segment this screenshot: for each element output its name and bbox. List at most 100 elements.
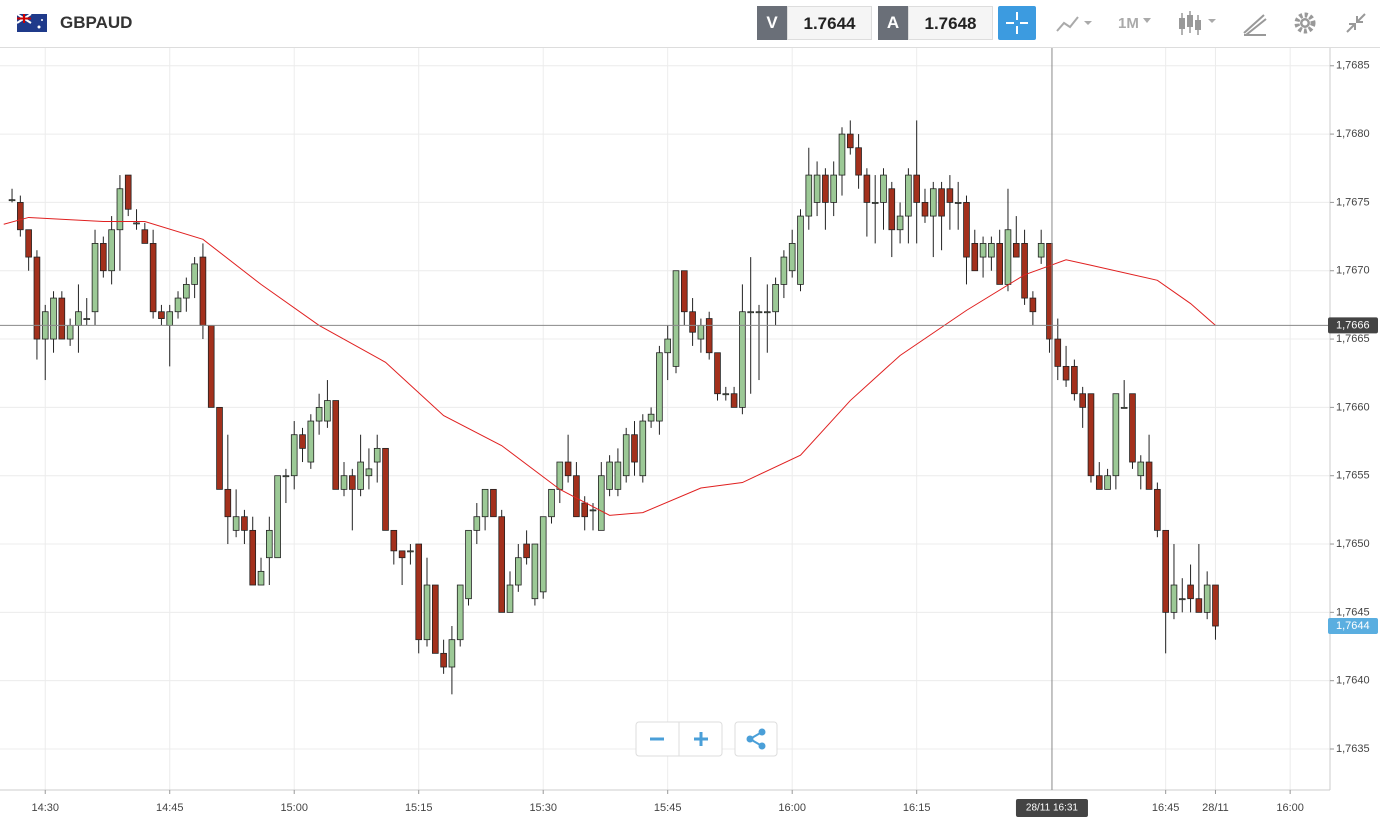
- chart: 1,7635 1,7640 1,7645 1,7650 1,7655 1,7660 1,76…: [0, 48, 1378, 817]
- candle-body: [282, 475, 290, 478]
- candle-body: [498, 516, 506, 613]
- candle-body: [1004, 229, 1012, 285]
- candle-body: [116, 188, 124, 231]
- candle-body: [672, 270, 680, 367]
- crosshair-button[interactable]: [998, 6, 1036, 40]
- candle-body: [921, 202, 929, 217]
- candle-body: [83, 318, 91, 320]
- x-tick-label: 28/11: [1202, 802, 1229, 814]
- y-tick-label: 1,7665: [1336, 333, 1370, 345]
- candle-body: [257, 570, 265, 586]
- candle-body: [1029, 297, 1037, 313]
- candle-body: [1095, 475, 1103, 490]
- candle-body: [963, 202, 970, 258]
- candle-body: [523, 543, 530, 559]
- candle-body: [830, 174, 837, 203]
- candle-body: [938, 188, 945, 217]
- candle-body: [896, 215, 904, 231]
- candle-body: [440, 652, 447, 668]
- toolbar: GBPAUD V 1.7644 A 1.7648 1M: [0, 0, 1380, 48]
- candle-body: [1071, 365, 1078, 395]
- y-tick-label: 1,7655: [1336, 470, 1370, 482]
- y-tick-label: 1,7650: [1336, 538, 1370, 550]
- candle-body: [954, 202, 962, 204]
- buy-price[interactable]: 1.7648: [908, 6, 993, 40]
- candle-body: [697, 324, 705, 340]
- candle-body: [66, 324, 74, 340]
- x-tick-label: 16:45: [1152, 802, 1180, 814]
- candle-body: [1079, 393, 1086, 408]
- candle-body: [515, 557, 522, 586]
- sell-price[interactable]: 1.7644: [787, 6, 872, 40]
- candle-body: [556, 461, 564, 490]
- settings-button[interactable]: [1292, 10, 1318, 36]
- candle-body: [539, 516, 547, 593]
- collapse-button[interactable]: [1343, 10, 1369, 36]
- candle-body: [1129, 393, 1136, 463]
- candle-body: [614, 461, 622, 490]
- candle-body: [822, 174, 829, 203]
- candle-body: [780, 256, 788, 285]
- candle-body: [714, 352, 721, 395]
- moving-average: [3, 216, 1216, 516]
- candle-body: [1195, 598, 1203, 613]
- candle-body: [747, 311, 754, 314]
- candle-body: [1054, 338, 1062, 367]
- candle-body: [349, 475, 356, 490]
- candle-body: [1212, 584, 1219, 627]
- candle-body: [946, 188, 954, 203]
- candle-body: [838, 133, 846, 176]
- candle-body: [564, 461, 572, 477]
- candle-body: [656, 352, 663, 422]
- candle-body: [183, 284, 190, 299]
- candle-body: [996, 243, 1003, 285]
- candle-body: [871, 202, 879, 204]
- flag-icon: [17, 14, 47, 32]
- y-tick-label: 1,7635: [1336, 743, 1370, 755]
- candle-body: [805, 174, 813, 217]
- candle-body: [581, 502, 589, 518]
- candle-body: [324, 400, 331, 422]
- candle-body: [880, 174, 887, 203]
- crosshair-y-label: 1,7666: [1336, 319, 1370, 331]
- candle-body: [241, 516, 248, 531]
- candle-body: [1087, 393, 1095, 477]
- candle-body: [1162, 529, 1169, 613]
- candle-body: [680, 270, 688, 313]
- candle-body: [597, 475, 605, 531]
- candle-body: [149, 243, 157, 313]
- candle-body: [17, 202, 24, 231]
- candle-body: [448, 639, 456, 668]
- candle-body: [266, 529, 273, 559]
- x-tick-label: 16:00: [1276, 802, 1304, 814]
- candle-body: [33, 256, 41, 340]
- crosshair-x-label: 28/11 16:31: [1026, 803, 1079, 814]
- draw-tool-button[interactable]: [1242, 11, 1268, 37]
- candle-body: [573, 475, 580, 518]
- candle-body: [290, 434, 298, 477]
- candle-type-button[interactable]: [1178, 9, 1222, 39]
- share-button[interactable]: [734, 721, 778, 757]
- last-price-badge: [1328, 618, 1378, 635]
- zoom-in[interactable]: [694, 732, 708, 746]
- zoom-controls: [635, 721, 778, 757]
- candle-body: [158, 311, 165, 319]
- candle-body: [398, 550, 406, 559]
- timeframe[interactable]: 1M: [1118, 15, 1139, 32]
- chart-type-button[interactable]: [1054, 9, 1094, 39]
- candle-body: [971, 243, 979, 272]
- candle-body: [1187, 584, 1194, 600]
- candle-body: [739, 311, 746, 408]
- x-tick-label: 16:00: [778, 802, 806, 814]
- candle-body: [357, 461, 364, 490]
- candle-body: [689, 311, 696, 333]
- candle-body: [124, 174, 132, 210]
- candle-body: [108, 229, 115, 272]
- y-tick-label: 1,7675: [1336, 196, 1370, 208]
- candle-body: [274, 475, 281, 559]
- candle-body: [606, 461, 613, 490]
- candle-body: [141, 229, 149, 244]
- candle-body: [373, 447, 381, 463]
- candle-body: [216, 406, 223, 490]
